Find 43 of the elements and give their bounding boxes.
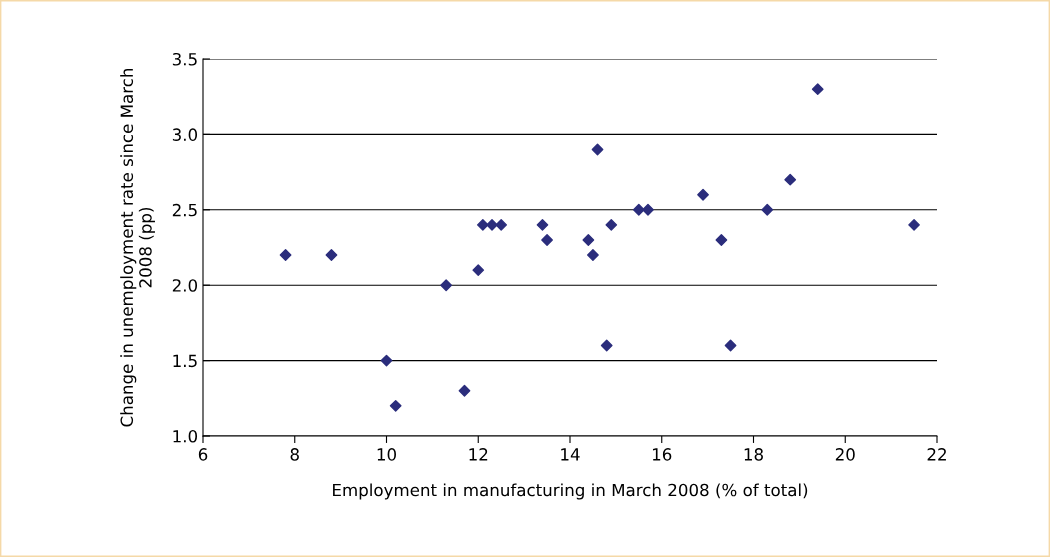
x-tick-label: 14 [561,448,580,461]
point [587,249,599,261]
point [536,218,549,231]
x-tick-label: 18 [744,448,763,461]
point [642,203,654,216]
y-tick-label: 1.0 [173,429,198,443]
point [279,249,292,261]
point [600,339,613,352]
point [908,218,920,231]
x-tick-label: 12 [469,448,488,461]
y-axis-title: Change in unemployment rate since March 2008 (pp) [120,68,155,427]
point [486,218,498,231]
point [389,399,402,412]
point [472,264,485,277]
point [582,234,595,246]
x-tick-label: 8 [290,448,299,461]
point [458,384,471,397]
point [724,339,737,352]
x-tick-label: 22 [927,448,946,461]
point [811,83,824,96]
point [325,249,338,261]
y-tick-label: 2.0 [172,279,198,292]
x-tick-label: 20 [835,448,855,461]
y-tick-label: 3.0 [172,128,198,141]
y-tick-label: 3.5 [172,52,197,66]
y-tick-label: 1.5 [173,354,197,368]
point [541,234,553,246]
point [784,173,797,186]
x-tick-label: 10 [377,448,396,461]
point [761,203,774,216]
point [380,354,393,367]
point [697,188,709,201]
point [476,218,489,231]
x-tick-label: 16 [652,448,672,461]
point [495,218,508,231]
point [632,203,645,216]
point [440,279,453,292]
x-axis-title: Employment in manufacturing in March 2008 (% of total) [333,483,808,500]
x-tick-label: 6 [198,448,208,461]
point [591,143,604,156]
point [715,234,728,246]
y-tick-label: 2.5 [172,203,197,217]
point [605,218,618,231]
